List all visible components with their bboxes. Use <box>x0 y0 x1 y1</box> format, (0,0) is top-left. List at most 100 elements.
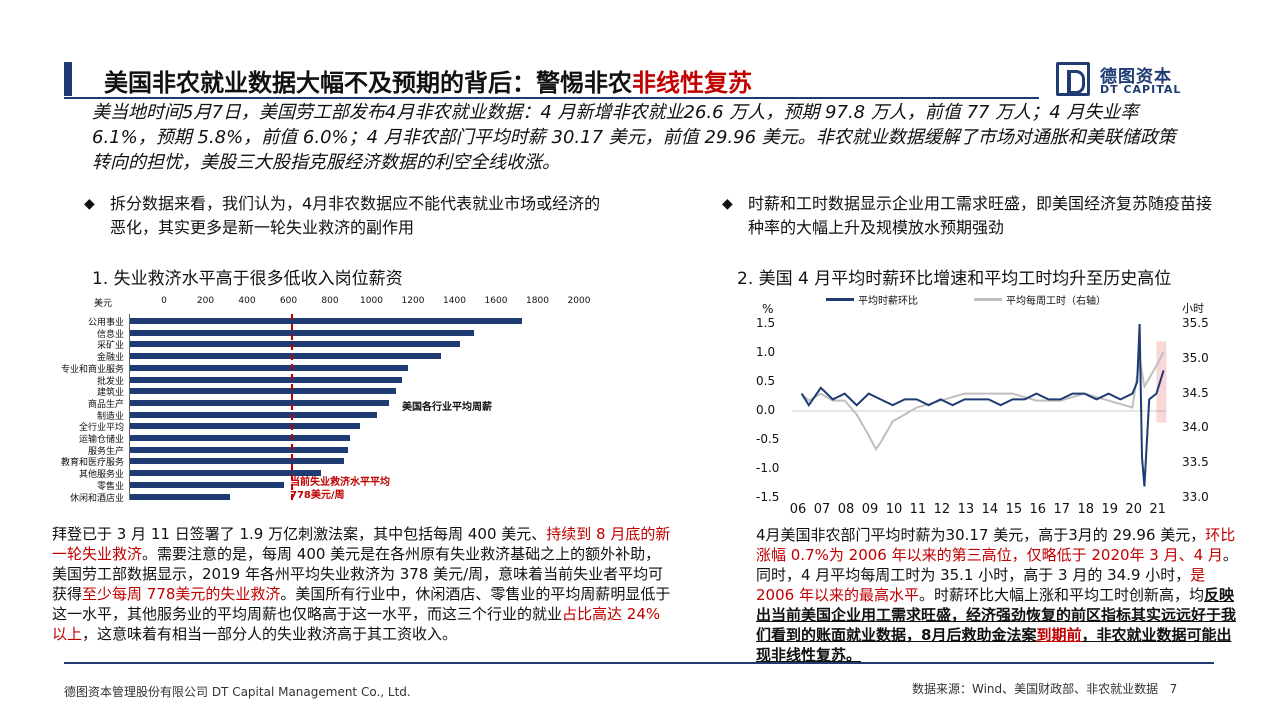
chart1-tick-label: 1200 <box>401 296 425 306</box>
weekly-wage-bar-chart: 美元 美国各行业平均周薪 当前失业救济水平平均778美元/周 0 200 400 60… <box>60 290 600 515</box>
chart1-tick-label: 200 <box>196 296 215 306</box>
chart2-left-tick: -1.5 <box>756 490 780 504</box>
chart1-reference-line <box>291 314 294 500</box>
chart1-bar <box>130 423 361 430</box>
paragraph-text: 4月美国非农部门平均时薪为30.17 美元，高于3月的 29.96 美元， <box>756 526 1206 544</box>
chart2-left-tick: -1.0 <box>756 461 780 475</box>
chart2-x-tick: 06 <box>789 502 807 517</box>
chart1-category-label: 休闲和酒店业 <box>69 493 124 504</box>
diamond-bullet-icon: ◆ <box>84 196 95 212</box>
chart2-x-tick: 07 <box>813 502 831 517</box>
paragraph-text: 。时薪环比大幅上涨和平均工时创新高，均 <box>918 586 1204 604</box>
legend-swatch-hours <box>974 298 1002 301</box>
page-title: 美国非农就业数据大幅不及预期的背后：警惕非农非线性复苏 <box>104 63 752 98</box>
highlight-text: 环比涨幅 0.7%为 2006 年以来的第三高位，仅略低于 2020年 3 月、… <box>756 526 1236 564</box>
left-analysis-paragraph: 拜登已于 3 月 11 日签署了 1.9 万亿刺激法案，其中包括每周 400 美… <box>52 524 672 644</box>
chart1-category-label: 专业和商业服务 <box>60 364 124 375</box>
chart1-tick-label: 1600 <box>484 296 508 306</box>
intro-paragraph: 美当地时间5月7日，美国劳工部发布4月非农就业数据：4 月新增非农就业26.6 … <box>92 102 1176 173</box>
chart1-category-label: 信息业 <box>96 329 124 340</box>
chart2-x-tick: 12 <box>933 502 951 517</box>
chart2-left-tick: 0.0 <box>756 403 776 417</box>
paragraph-text: ，这意味着有相当一部分人的失业救济高于其工资收入。 <box>82 625 458 643</box>
chart1-bar <box>130 435 350 441</box>
chart1-bar <box>130 411 377 418</box>
chart2-x-tick: 09 <box>861 502 879 517</box>
highlight-text: 至少每周 778美元的失业救济 <box>82 585 281 603</box>
chart1-category-label: 全行业平均 <box>78 423 124 434</box>
highlight-text: 是 2006 年以来的最高水平 <box>756 566 1206 604</box>
chart1-tick-label: 600 <box>279 296 298 306</box>
hours-series-line <box>800 351 1165 452</box>
company-logo: 德图资本 DT CAPITAL <box>1056 62 1186 98</box>
highlight-text: 到期前 <box>1036 626 1082 644</box>
chart2-left-unit: % <box>762 302 774 316</box>
bullet-right: ◆ 时薪和工时数据显示企业用工需求旺盛，即美国经济复苏随疫苗接种率的大幅上升及规… <box>722 192 1212 242</box>
chart1-tick-label: 800 <box>321 296 339 306</box>
chart1-category-label: 采矿业 <box>96 341 124 352</box>
chart1-tick-label: 0 <box>161 296 167 306</box>
chart1-category-label: 制造业 <box>96 411 124 422</box>
chart1-tick-label: 400 <box>238 296 256 306</box>
chart1-bar <box>130 318 523 324</box>
chart1-category-label: 服务生产 <box>87 446 124 457</box>
chart1-bar <box>130 446 348 453</box>
chart2-right-tick: 35.5 <box>1182 316 1209 330</box>
chart1-bar <box>130 399 390 406</box>
chart2-x-tick: 08 <box>837 502 855 517</box>
chart2-svg <box>792 323 1167 487</box>
footer-divider <box>64 662 1214 664</box>
chart1-axis <box>129 314 130 500</box>
paragraph-text: 。同时，4 月平均每周工时为 35.1 小时，高于 3 月的 34.9 小时， <box>756 546 1238 584</box>
right-analysis-paragraph: 4月美国非农部门平均时薪为30.17 美元，高于3月的 29.96 美元，环比涨… <box>756 525 1241 665</box>
chart1-bar <box>130 353 442 360</box>
chart1-category-label: 运输仓储业 <box>78 435 124 445</box>
chart1-category-label: 商品生产 <box>87 399 124 410</box>
logo-cn-text: 德图资本 <box>1100 67 1172 87</box>
chart1-category-label: 公用事业 <box>87 318 124 328</box>
chart1-category-label: 批发业 <box>96 376 124 387</box>
chart2-x-tick: 10 <box>885 502 903 517</box>
legend-swatch-wage <box>826 298 854 301</box>
chart1-bar <box>130 341 460 348</box>
chart2-left-tick: 1.5 <box>756 316 776 330</box>
chart2-x-tick: 14 <box>981 502 999 517</box>
legend-wage: 平均时薪环比 <box>858 296 918 307</box>
chart1-tick-label: 1400 <box>443 296 466 306</box>
chart1-bar <box>130 329 475 336</box>
chart2-x-tick: 18 <box>1077 502 1095 517</box>
title-underline <box>64 97 1039 99</box>
title-accent: 非线性复苏 <box>632 69 752 97</box>
chart1-reference-label: 当前失业救济水平平均778美元/周 <box>290 477 390 501</box>
page-number: 7 <box>1169 682 1178 696</box>
bullet-left: ◆ 拆分数据来看，我们认为，4月非农数据应不能代表就业市场或经济的恶化，其实更多… <box>84 192 624 242</box>
highlight-text: 持续到 8 月底的新一轮失业救济 <box>52 525 671 563</box>
chart2-x-tick: 20 <box>1125 502 1142 517</box>
chart2-x-tick: 11 <box>909 502 927 517</box>
chart1-tick-label: 1800 <box>526 296 549 306</box>
chart1-tick-label: 2000 <box>567 296 591 306</box>
chart1-category-label: 其他服务业 <box>78 470 124 481</box>
chart2-x-tick: 17 <box>1053 502 1071 517</box>
highlight-text: ，非农就业数据可能出现非线性复苏。 <box>756 626 1232 664</box>
chart1-category-label: 金融业 <box>96 353 124 364</box>
chart2-right-unit: 小时 <box>1182 302 1204 315</box>
chart1-bar <box>130 388 396 395</box>
chart1-bar <box>130 470 321 477</box>
chart2-right-tick: 34.0 <box>1182 420 1209 435</box>
recent-highlight-box <box>1156 341 1167 423</box>
chart2-right-tick: 33.0 <box>1182 490 1209 504</box>
paragraph-text: 。需要注意的是，每周 400 美元是在各州原有失业救济基础之上的额外补助，美国劳… <box>52 545 664 603</box>
diamond-bullet-icon: ◆ <box>722 196 733 212</box>
highlight-text: 反映出当前美国企业用工需求旺盛，经济强劲恢复的前区指标其实远远好于我们看到的账面… <box>756 586 1237 644</box>
title-accent-bar <box>64 62 72 96</box>
chart2-right-tick: 35.0 <box>1182 350 1209 365</box>
wage-hours-line-chart: 平均时薪环比 平均每周工时（右轴） % 小时 1.5 1.0 0.5 0.0 -0.5 -… <box>752 288 1222 520</box>
chart2-left-tick: -0.5 <box>756 432 780 446</box>
chart2-x-tick: 15 <box>1005 502 1023 517</box>
chart1-bar <box>130 458 344 465</box>
wage-series-line <box>800 323 1165 487</box>
title-main: 美国非农就业数据大幅不及预期的背后：警惕非农 <box>104 69 632 97</box>
logo-d-icon <box>1056 62 1090 96</box>
logo-en-text: DT CAPITAL <box>1100 83 1182 96</box>
